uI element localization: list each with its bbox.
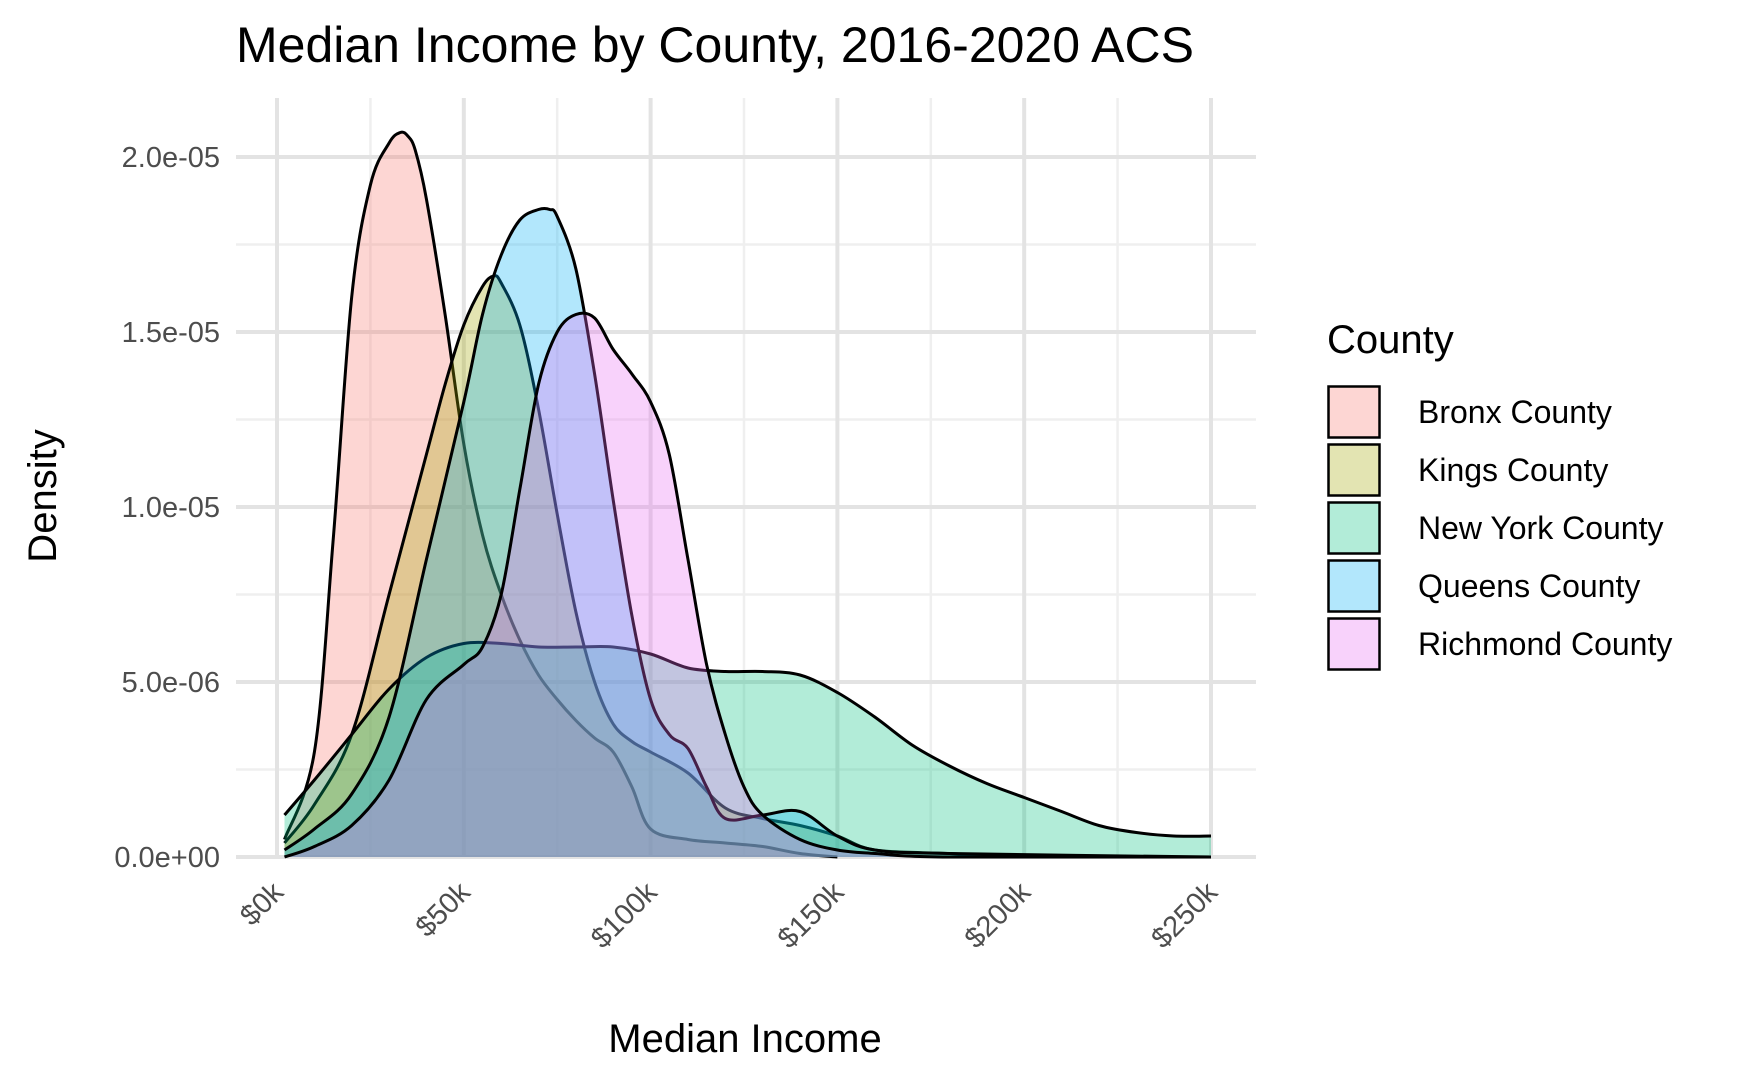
- y-tick-label: 5.0e-06: [122, 667, 220, 699]
- density-line-queens-county: [283, 206, 1212, 859]
- y-tick-label: 1.5e-05: [122, 317, 220, 349]
- y-tick-label: 1.0e-05: [122, 492, 220, 524]
- grid-major: [236, 98, 1256, 859]
- legend-label-bronx-county: Bronx County: [1418, 394, 1612, 430]
- density-area-kings-county: [284, 275, 1211, 857]
- x-tick-label: $250k: [1145, 876, 1224, 955]
- legend-key-bg: [1327, 501, 1381, 555]
- x-tick-labels: $0k $50k $100k $150k $200k $250k: [234, 876, 1224, 955]
- x-tick-label: $200k: [959, 876, 1038, 955]
- chart-title: Median Income by County, 2016-2020 ACS: [236, 17, 1194, 73]
- legend-key-richmond-county: [1327, 617, 1381, 671]
- grid-minor: [236, 98, 1256, 858]
- y-axis-title: Density: [21, 429, 65, 562]
- x-tick-label: $100k: [585, 876, 664, 955]
- density-area-queens-county: [284, 208, 1211, 857]
- y-tick-label: 2.0e-05: [122, 142, 220, 174]
- density-area-bronx-county: [284, 132, 838, 857]
- legend-key-kings-county: [1327, 443, 1381, 497]
- density-area-new-york-county: [284, 642, 1211, 857]
- legend: County Bronx County Kings County New York …: [1327, 318, 1672, 671]
- x-tick-label: $0k: [234, 876, 290, 932]
- legend-key-bg: [1327, 443, 1381, 497]
- legend-key-bg: [1327, 559, 1381, 613]
- legend-key-bg: [1327, 385, 1381, 439]
- legend-key-bg: [1327, 617, 1381, 671]
- legend-label-richmond-county: Richmond County: [1418, 626, 1672, 662]
- legend-title: County: [1327, 318, 1454, 362]
- density-areas: [283, 130, 1212, 859]
- legend-label-queens-county: Queens County: [1418, 568, 1640, 604]
- x-tick-label: $150k: [772, 876, 851, 955]
- legend-label-new-york-county: New York County: [1418, 510, 1663, 546]
- density-line-richmond-county: [284, 311, 1211, 859]
- x-tick-label: $50k: [410, 876, 477, 943]
- legend-key-bronx-county: [1327, 385, 1381, 439]
- y-tick-labels: 0.0e+00 5.0e-06 1.0e-05 1.5e-05 2.0e-05: [114, 142, 220, 874]
- density-line-new-york-county: [283, 640, 1212, 838]
- density-area-richmond-county: [284, 313, 1211, 857]
- x-axis-title: Median Income: [608, 1017, 881, 1061]
- legend-label-kings-county: Kings County: [1418, 452, 1608, 488]
- legend-key-queens-county: [1327, 559, 1381, 613]
- density-line-bronx-county: [283, 130, 838, 859]
- legend-key-new-york-county: [1327, 501, 1381, 555]
- y-tick-label: 0.0e+00: [114, 842, 220, 874]
